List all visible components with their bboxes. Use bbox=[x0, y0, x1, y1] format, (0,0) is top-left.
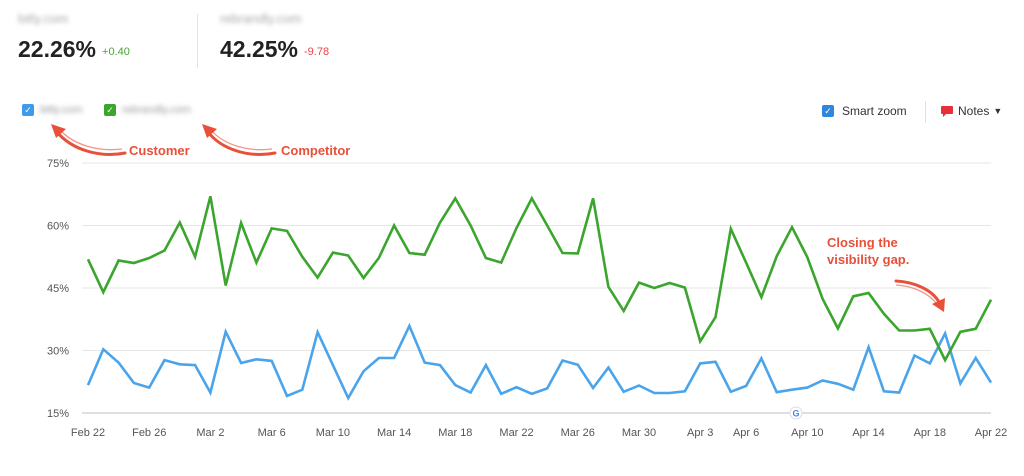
toolbar-divider bbox=[925, 101, 926, 123]
legend-checkbox-customer[interactable]: ✓ bbox=[22, 104, 34, 116]
x-tick-label: Mar 26 bbox=[561, 427, 595, 439]
y-tick-label: 75% bbox=[47, 158, 69, 170]
metric-delta-competitor: -9.78 bbox=[304, 46, 330, 58]
y-tick-label: 60% bbox=[47, 221, 69, 233]
x-tick-label: Mar 22 bbox=[499, 427, 533, 439]
notes-label: Notes bbox=[958, 104, 990, 118]
metric-customer: bitly.com 22.26% +0.40 bbox=[18, 10, 130, 63]
x-axis-ticks: Feb 22 Feb 26 Mar 2 Mar 6 Mar 10 Mar 14 Mar 18… bbox=[71, 427, 1007, 439]
smart-zoom-label: Smart zoom bbox=[842, 104, 907, 118]
chart-gridlines bbox=[82, 162, 991, 414]
x-tick-label: Mar 10 bbox=[316, 427, 350, 439]
x-tick-label: Feb 22 bbox=[71, 427, 105, 439]
metric-value-text: 42.25% bbox=[220, 36, 299, 62]
metric-value-customer: 22.26% +0.40 bbox=[18, 36, 130, 63]
legend-label-customer: bitly.com bbox=[40, 104, 83, 116]
google-icon[interactable]: G bbox=[789, 406, 803, 420]
x-tick-label: Mar 6 bbox=[258, 427, 286, 439]
legend-item-customer[interactable]: ✓ bitly.com bbox=[22, 104, 83, 116]
metric-divider bbox=[197, 14, 198, 68]
x-tick-label: Mar 2 bbox=[196, 427, 224, 439]
annotation-gap-line2: visibility gap. bbox=[827, 252, 910, 267]
annotation-gap-line1: Closing the bbox=[827, 235, 898, 250]
legend-checkbox-competitor[interactable]: ✓ bbox=[104, 104, 116, 116]
arrow-customer-icon bbox=[51, 124, 127, 156]
x-tick-label: Apr 22 bbox=[975, 427, 1007, 439]
y-tick-label: 15% bbox=[47, 408, 69, 420]
annotation-competitor: Competitor bbox=[281, 143, 351, 158]
smart-zoom-checkbox[interactable]: ✓ bbox=[822, 105, 834, 117]
metric-domain-competitor: rebrandly.com bbox=[220, 11, 302, 26]
chart-series bbox=[86, 195, 993, 401]
smart-zoom-toggle[interactable]: ✓ Smart zoom bbox=[822, 104, 907, 118]
metric-delta-customer: +0.40 bbox=[102, 46, 130, 58]
y-axis-ticks: 15% 30% 45% 60% 75% bbox=[47, 158, 69, 420]
x-tick-label: Apr 3 bbox=[687, 427, 713, 439]
chevron-down-icon: ▼ bbox=[993, 106, 1003, 116]
series-line-customer bbox=[86, 322, 993, 401]
notes-dropdown[interactable]: Notes ▼ bbox=[940, 104, 1002, 118]
x-tick-label: Feb 26 bbox=[132, 427, 166, 439]
metric-domain-customer: bitly.com bbox=[18, 11, 69, 26]
annotation-customer: Customer bbox=[129, 143, 190, 158]
x-tick-label: Mar 14 bbox=[377, 427, 411, 439]
x-tick-label: Apr 10 bbox=[791, 427, 823, 439]
arrow-competitor-icon bbox=[202, 124, 277, 156]
series-line-competitor bbox=[86, 195, 993, 363]
speech-bubble-icon bbox=[941, 106, 953, 117]
arrow-gap-icon bbox=[894, 279, 945, 312]
annotation-gap: Closing the visibility gap. bbox=[827, 234, 909, 268]
x-tick-label: Mar 18 bbox=[438, 427, 472, 439]
metric-value-competitor: 42.25% -9.78 bbox=[220, 36, 329, 63]
legend-item-competitor[interactable]: ✓ rebrandly.com bbox=[104, 104, 191, 116]
y-tick-label: 45% bbox=[47, 283, 69, 295]
x-tick-label: Apr 6 bbox=[733, 427, 759, 439]
metric-value-text: 22.26% bbox=[18, 36, 97, 62]
x-tick-label: Apr 18 bbox=[914, 427, 946, 439]
svg-text:G: G bbox=[792, 409, 799, 419]
x-tick-label: Apr 14 bbox=[852, 427, 884, 439]
metric-competitor: rebrandly.com 42.25% -9.78 bbox=[220, 10, 329, 63]
y-tick-label: 30% bbox=[47, 346, 69, 358]
legend-label-competitor: rebrandly.com bbox=[122, 104, 191, 116]
x-tick-label: Mar 30 bbox=[622, 427, 656, 439]
